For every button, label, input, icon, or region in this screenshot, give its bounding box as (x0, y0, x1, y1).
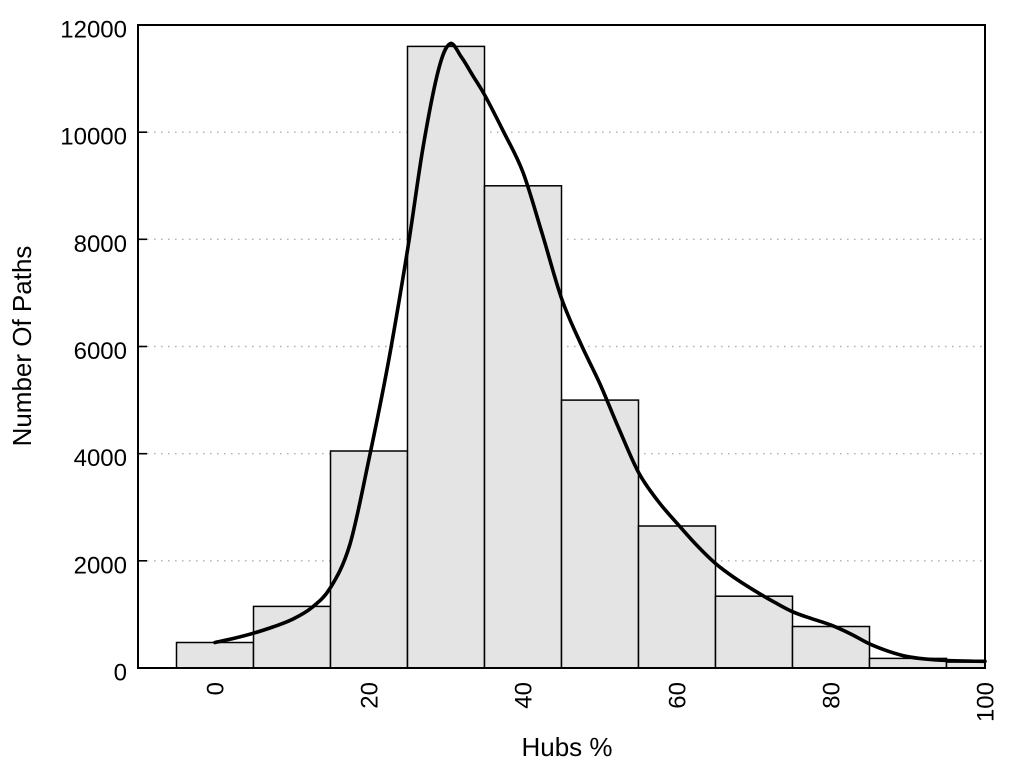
histogram-bar-80 (791, 625, 871, 669)
y-tick-label-10000: 10000 (60, 124, 127, 151)
y-tick-label-2000: 2000 (74, 552, 127, 579)
plot-border (137, 24, 986, 669)
x-tick-label-40: 40 (511, 682, 538, 709)
histogram-bar-60 (637, 525, 717, 669)
histogram-bar-10 (252, 605, 332, 669)
histogram-bar-20 (329, 450, 409, 669)
y-tick-label-12000: 12000 (60, 17, 127, 44)
histogram-bar-50 (560, 399, 640, 669)
x-tick-label-60: 60 (665, 682, 692, 709)
x-axis-title: Hubs % (521, 732, 613, 762)
y-tick-label-4000: 4000 (74, 445, 127, 472)
x-tick-label-0: 0 (203, 682, 230, 695)
histogram-bar-40 (483, 185, 563, 669)
y-tick-label-8000: 8000 (74, 231, 127, 258)
histogram-bar-0 (175, 641, 255, 669)
y-tick-label-6000: 6000 (74, 338, 127, 365)
x-tick-label-20: 20 (357, 682, 384, 709)
x-tick-label-100: 100 (973, 682, 1000, 722)
frequency-curve (213, 41, 987, 664)
x-tick-label-80: 80 (819, 682, 846, 709)
y-axis-title: Number Of Paths (7, 245, 37, 447)
y-tick-label-0: 0 (114, 660, 127, 687)
histogram-bar-30 (406, 45, 486, 669)
